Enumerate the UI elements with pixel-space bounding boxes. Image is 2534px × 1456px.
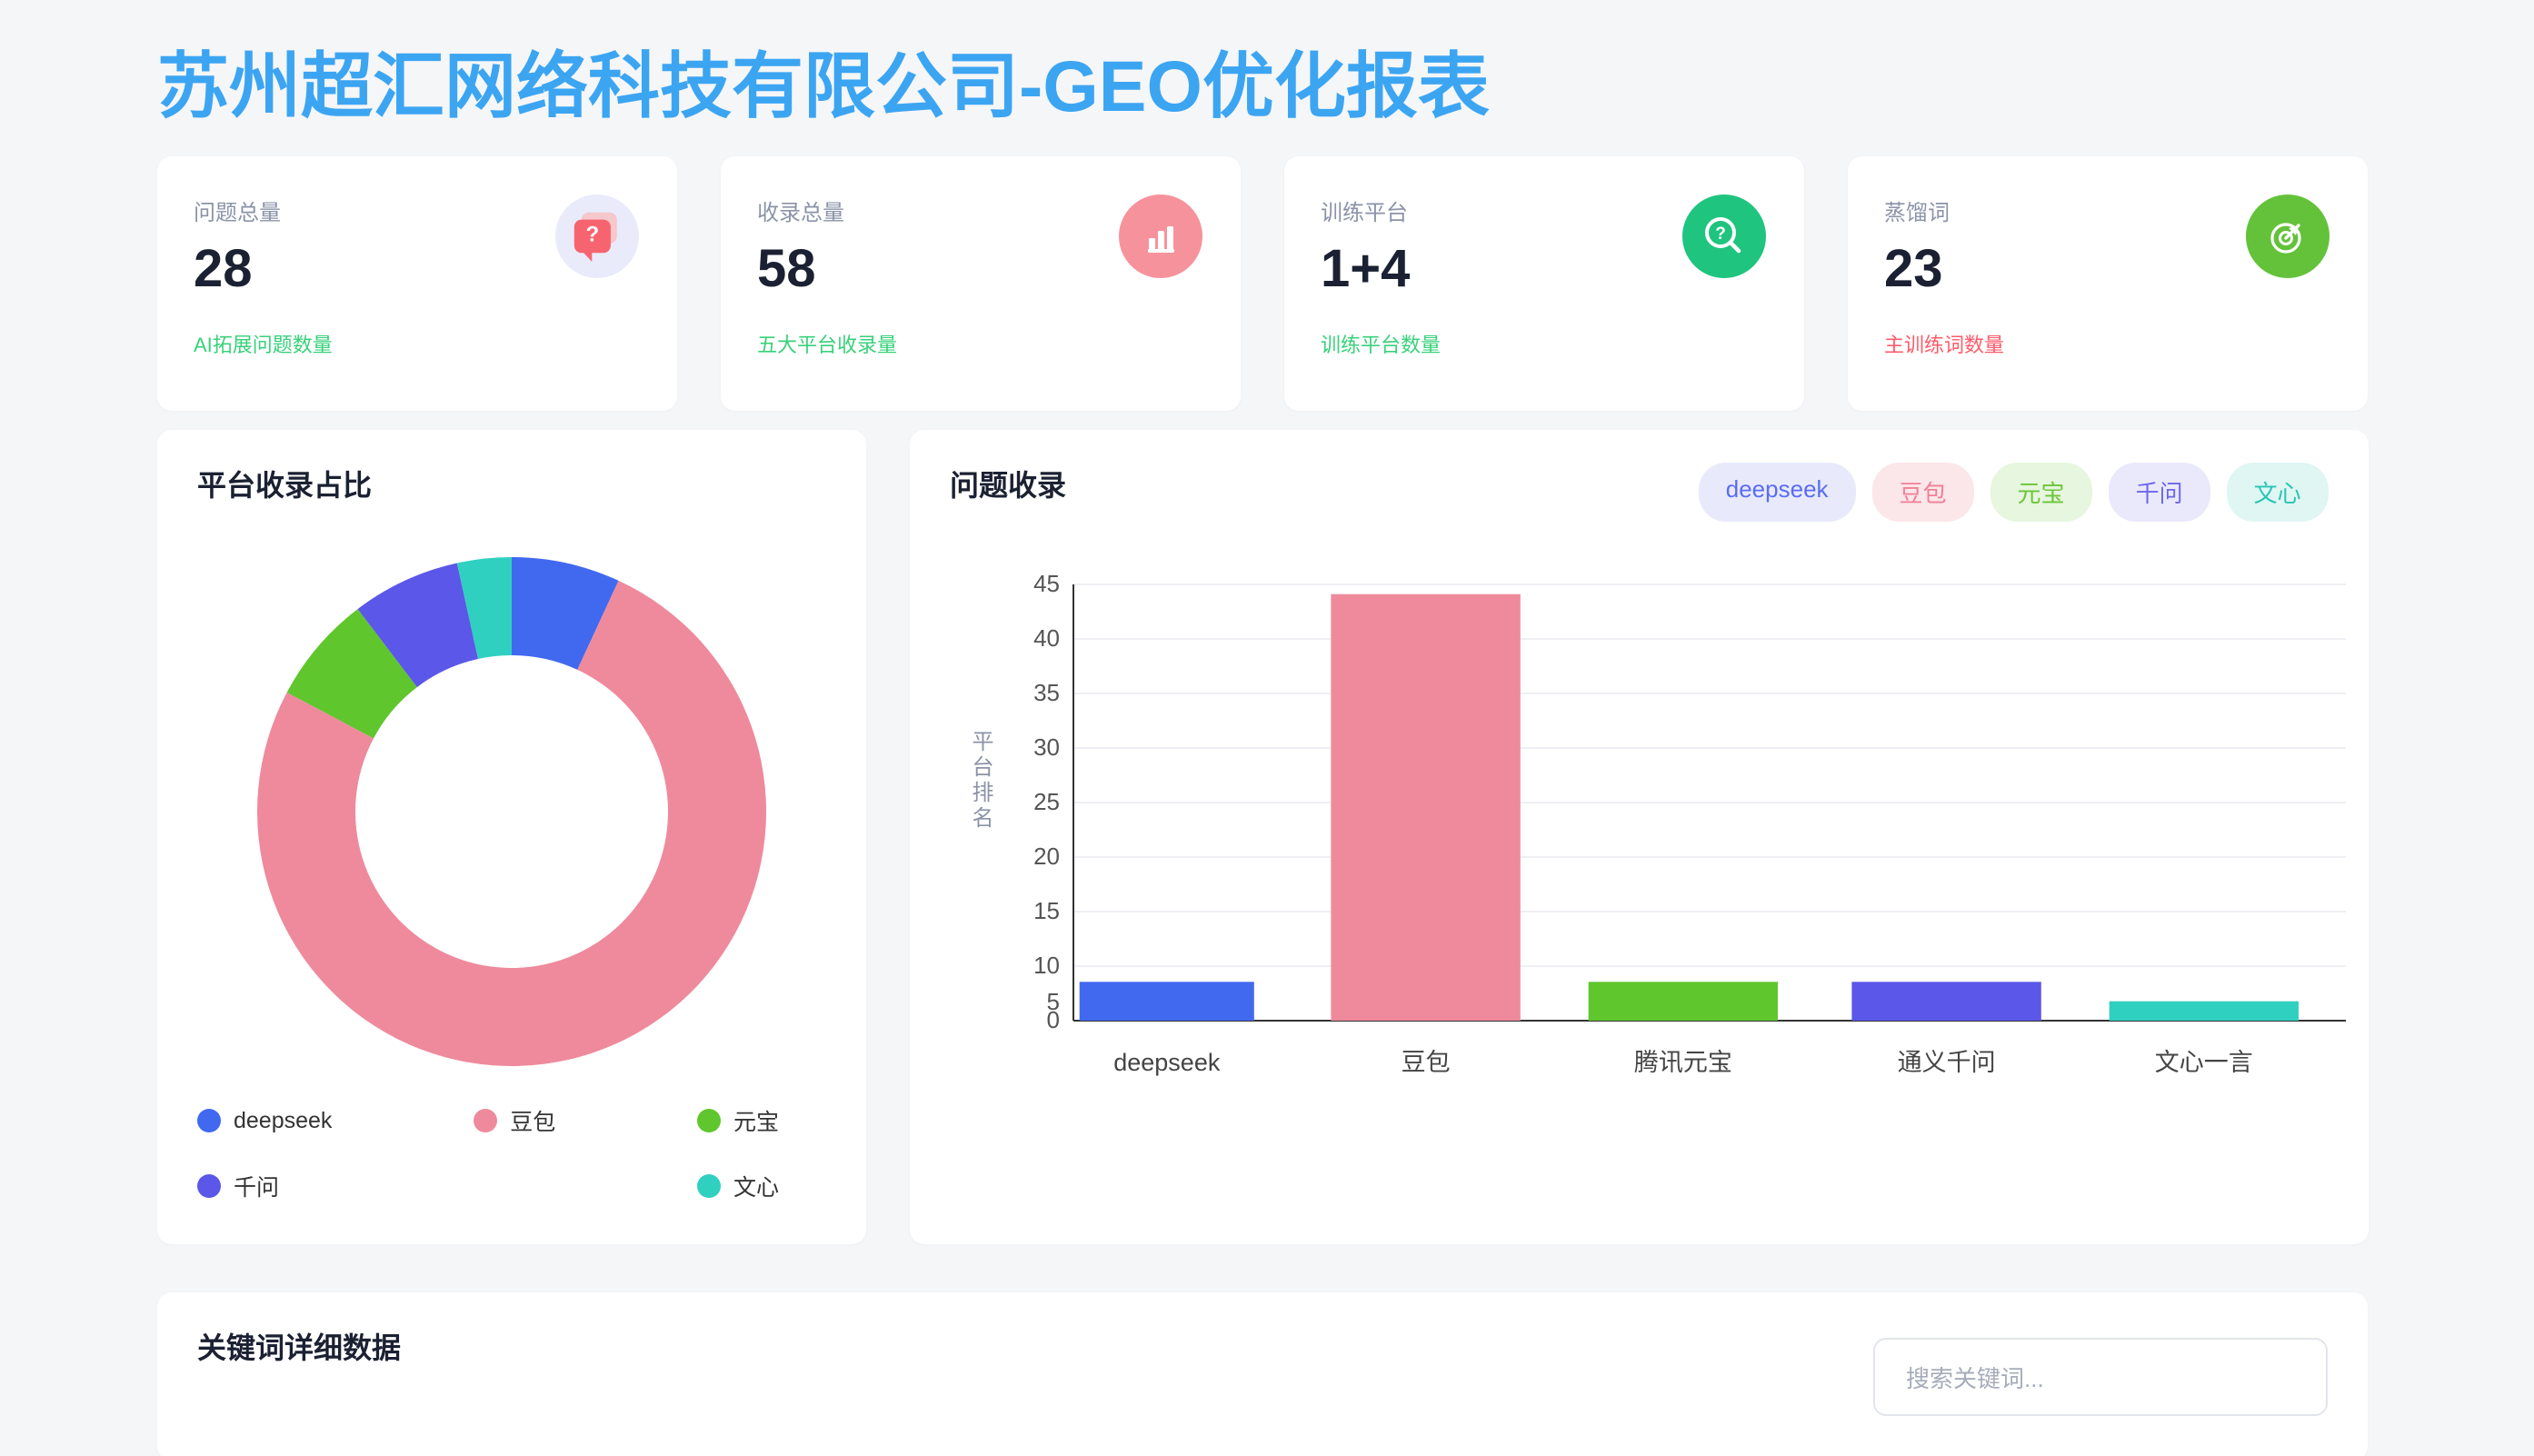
svg-text:30: 30	[1033, 733, 1060, 761]
svg-text:15: 15	[1033, 897, 1060, 924]
svg-text:deepseek: deepseek	[1113, 1049, 1221, 1076]
svg-text:25: 25	[1033, 788, 1060, 815]
svg-text:豆包: 豆包	[1402, 1049, 1451, 1076]
svg-text:?: ?	[586, 223, 600, 247]
svg-text:35: 35	[1033, 679, 1060, 706]
svg-text:10: 10	[1033, 952, 1060, 979]
svg-text:20: 20	[1033, 843, 1060, 870]
svg-text:文心一言: 文心一言	[2155, 1049, 2253, 1076]
svg-text:45: 45	[1033, 570, 1060, 597]
svg-text:?: ?	[1715, 224, 1726, 244]
svg-text:通义千问: 通义千问	[1898, 1049, 1996, 1076]
svg-text:0: 0	[1047, 1006, 1060, 1033]
svg-text:40: 40	[1033, 624, 1060, 652]
svg-text:腾讯元宝: 腾讯元宝	[1634, 1049, 1732, 1076]
